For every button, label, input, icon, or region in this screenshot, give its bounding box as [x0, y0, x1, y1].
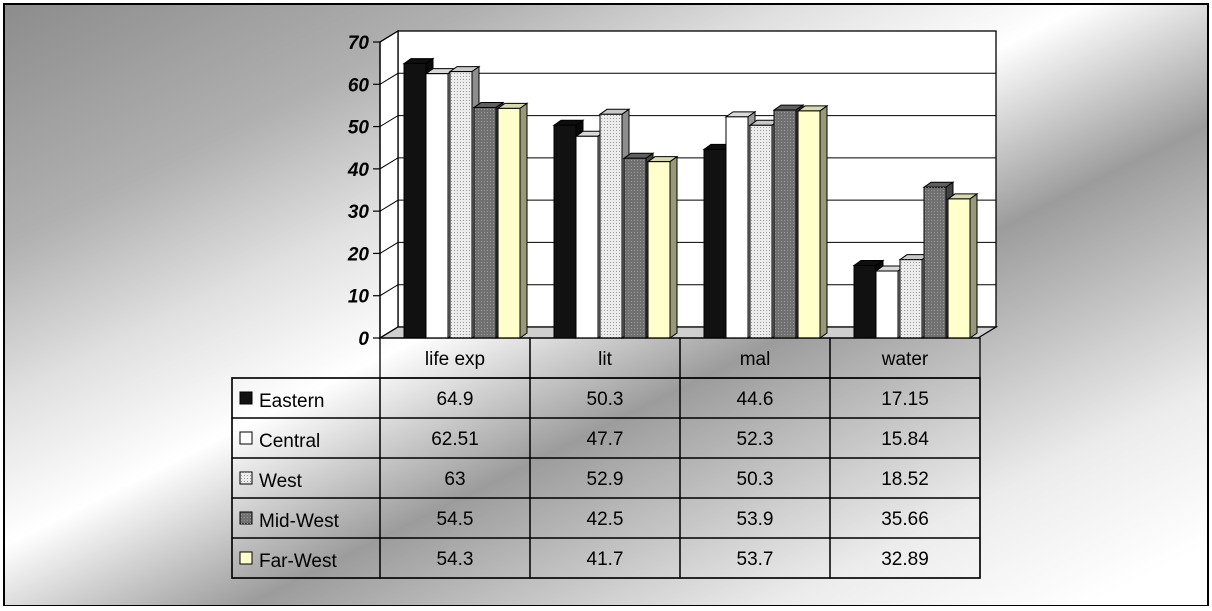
bar-pattern [624, 158, 646, 338]
category-label: lit [598, 349, 612, 370]
series-name-label: Far-West [259, 551, 337, 572]
data-label: 18.52 [881, 469, 929, 490]
table-border [231, 377, 981, 579]
bar [403, 63, 427, 339]
category-label: life exp [425, 349, 485, 370]
legend-swatch [239, 431, 253, 445]
data-label: 54.5 [437, 509, 474, 530]
data-label: 50.3 [587, 389, 624, 410]
data-label: 63 [444, 469, 465, 490]
bar-pattern [600, 114, 622, 339]
bar-pattern [474, 107, 496, 339]
bar [575, 135, 599, 339]
bar-pattern [924, 187, 946, 338]
data-label: 35.66 [881, 509, 929, 530]
bar [497, 107, 521, 339]
bar-pattern [900, 259, 922, 338]
y-tick-label: 70 [348, 33, 370, 54]
data-label: 41.7 [587, 549, 624, 570]
bar [703, 148, 727, 339]
series-name-label: Central [259, 431, 320, 452]
bar [425, 73, 449, 339]
gridline [379, 30, 996, 43]
gridline [379, 72, 996, 85]
category-label: water [881, 349, 929, 370]
legend-swatch [239, 391, 253, 405]
bar [875, 270, 899, 339]
category-label: mal [740, 349, 771, 370]
bar-pattern [774, 110, 796, 338]
data-label: 54.3 [437, 549, 474, 570]
data-label: 53.9 [737, 509, 774, 530]
data-label: 52.9 [587, 469, 624, 490]
data-label: 52.3 [737, 429, 774, 450]
y-tick-label: 40 [347, 160, 370, 181]
plot-side-wall [379, 29, 399, 340]
y-tick-label: 0 [358, 329, 369, 350]
y-tick-label: 60 [348, 75, 370, 96]
y-tick-label: 20 [347, 244, 370, 265]
bar [647, 161, 671, 339]
bar-side [819, 104, 828, 339]
bar [797, 110, 821, 339]
series-name-label: Mid-West [259, 511, 340, 532]
data-label: 32.89 [881, 549, 929, 570]
bar [553, 124, 577, 339]
bar [947, 198, 971, 339]
data-label: 17.15 [881, 389, 929, 410]
bar [725, 116, 749, 339]
legend-swatch-pattern [240, 472, 252, 484]
data-label: 53.7 [737, 549, 774, 570]
bar [853, 264, 877, 339]
legend-swatch [239, 551, 253, 565]
y-tick-label: 50 [348, 118, 370, 139]
data-label: 47.7 [587, 429, 624, 450]
bar-side [969, 192, 978, 339]
data-label: 50.3 [737, 469, 774, 490]
y-tick-label: 30 [348, 202, 370, 223]
data-label: 15.84 [881, 429, 929, 450]
legend-swatch-pattern [240, 512, 252, 524]
data-label: 44.6 [737, 389, 774, 410]
bar-side [669, 155, 678, 339]
data-label: 42.5 [587, 509, 624, 530]
bar-pattern [750, 125, 772, 338]
bar-side [519, 102, 528, 339]
series-name-label: Eastern [259, 391, 324, 412]
y-tick-label: 10 [348, 287, 370, 308]
data-label: 62.51 [431, 429, 479, 450]
data-label: 64.9 [437, 389, 474, 410]
series-name-label: West [259, 471, 303, 492]
bar-pattern [450, 71, 472, 338]
